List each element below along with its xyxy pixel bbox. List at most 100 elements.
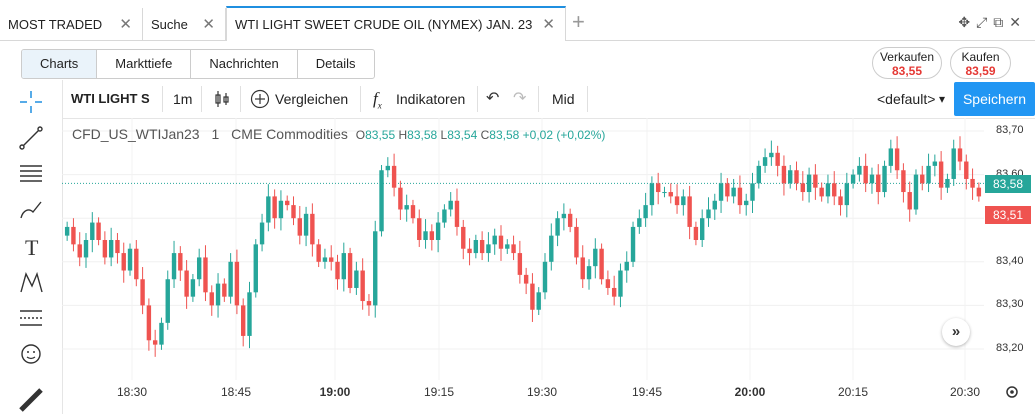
candle-body — [662, 192, 667, 194]
crosshair-icon[interactable] — [17, 88, 45, 116]
candle-body — [228, 261, 233, 297]
candle-body — [907, 192, 912, 210]
fib-lines-icon[interactable] — [17, 160, 45, 188]
candle-body — [71, 226, 76, 245]
interval-selector[interactable]: 1m — [173, 91, 193, 107]
candle-body — [354, 270, 359, 288]
close-window-icon[interactable]: ✕ — [1009, 14, 1027, 30]
candle-body — [699, 218, 705, 240]
candle-body — [285, 200, 290, 206]
legend-interval: 1 — [211, 126, 220, 142]
smiley-icon[interactable] — [17, 340, 45, 368]
brush-icon[interactable] — [17, 196, 45, 224]
tab-most-traded[interactable]: MOST TRADED ✕ — [0, 8, 143, 40]
candle-body — [574, 226, 579, 258]
y-tick-label: 83,70 — [996, 124, 1024, 136]
candle-body — [970, 178, 975, 188]
compare-icon[interactable] — [250, 89, 270, 109]
sell-price: 83,55 — [891, 64, 923, 78]
candle-body — [624, 261, 629, 271]
tab-wti-crude[interactable]: WTI LIGHT SWEET CRUDE OIL (NYMEX) JAN. 2… — [226, 6, 566, 41]
x-tick-label: 18:45 — [220, 385, 252, 399]
price-chart[interactable] — [62, 118, 984, 380]
save-button[interactable]: Speichern — [954, 82, 1035, 116]
expand-icon[interactable]: ⤢ — [976, 14, 994, 30]
candle-body — [297, 218, 302, 236]
candle-body — [473, 240, 479, 254]
price-mode-selector[interactable]: Mid — [552, 91, 575, 107]
candle-body — [567, 213, 573, 227]
tab-label: Suche — [151, 17, 188, 32]
candle-body — [102, 240, 108, 258]
candle-body — [165, 279, 170, 323]
candle-body — [121, 253, 126, 271]
candle-body — [215, 283, 221, 306]
indicators-icon[interactable]: fx — [373, 89, 382, 111]
close-icon[interactable]: ✕ — [119, 16, 132, 33]
candle-body — [278, 200, 284, 219]
ruler-icon[interactable] — [17, 386, 45, 414]
candle-body — [605, 279, 611, 288]
candle-body — [341, 253, 347, 280]
compare-button[interactable]: Vergleichen — [275, 91, 349, 107]
candle-body — [945, 178, 950, 188]
tab-charts[interactable]: Charts — [22, 50, 98, 78]
scroll-to-latest-button[interactable]: » — [942, 318, 970, 346]
candle-body — [303, 213, 309, 236]
candle-body — [731, 187, 736, 197]
sell-button[interactable]: Verkaufen 83,55 — [872, 47, 942, 79]
candle-body — [561, 213, 567, 219]
indicators-button[interactable]: Indikatoren — [396, 91, 466, 107]
buy-button[interactable]: Kaufen 83,59 — [950, 47, 1011, 79]
redo-icon[interactable]: ↷ — [513, 90, 527, 107]
close-icon[interactable]: ✕ — [542, 16, 555, 33]
candle-body — [863, 165, 868, 184]
add-tab-icon[interactable]: + — [572, 9, 585, 34]
candle-body — [542, 261, 548, 293]
x-tick-label: 19:15 — [423, 385, 455, 399]
candle-body — [423, 231, 428, 240]
candle-body — [712, 200, 717, 210]
candle-body — [681, 196, 686, 206]
candle-body — [77, 244, 82, 258]
candle-body — [964, 161, 969, 179]
tab-details[interactable]: Details — [315, 56, 356, 71]
candle-body — [762, 157, 768, 166]
tab-markttiefe[interactable]: Markttiefe — [97, 50, 192, 78]
move-icon[interactable]: ✥ — [958, 14, 977, 30]
candle-body — [360, 270, 365, 302]
forecast-icon[interactable] — [17, 304, 45, 332]
candle-body — [530, 283, 535, 310]
trendline-icon[interactable] — [17, 124, 45, 152]
candle-body — [693, 226, 699, 240]
candle-body — [819, 187, 824, 197]
close-icon[interactable]: ✕ — [202, 16, 215, 33]
candle-body — [825, 183, 831, 197]
pattern-icon[interactable] — [17, 268, 45, 296]
template-selector[interactable]: <default> — [877, 91, 936, 107]
x-tick-label: 19:45 — [631, 385, 663, 399]
tab-suche[interactable]: Suche ✕ — [143, 8, 226, 40]
tab-nachrichten[interactable]: Nachrichten — [191, 50, 298, 78]
popout-icon[interactable]: ⧉ — [993, 14, 1010, 30]
text-icon[interactable]: T — [17, 232, 45, 260]
chevron-down-icon[interactable]: ▾ — [939, 92, 946, 106]
candle-body — [951, 148, 956, 179]
candle-body — [96, 222, 101, 240]
candle-body — [152, 340, 158, 345]
candle-body — [83, 240, 89, 258]
candle-body — [976, 187, 982, 197]
candles — [64, 136, 982, 357]
candle-body — [108, 240, 114, 258]
candle-type-icon[interactable] — [214, 89, 230, 109]
gear-icon[interactable] — [1003, 383, 1021, 401]
candle-body — [857, 165, 862, 175]
symbol-selector[interactable]: WTI LIGHT S — [71, 91, 150, 106]
candle-body — [957, 148, 963, 162]
candle-body — [442, 209, 447, 223]
candle-body — [781, 165, 787, 184]
candle-body — [146, 305, 152, 341]
undo-icon[interactable]: ↶ — [486, 90, 500, 107]
chart-toolbar: WTI LIGHT S 1m Vergleichen fx Indikatore… — [62, 80, 1035, 119]
candle-body — [398, 187, 403, 210]
